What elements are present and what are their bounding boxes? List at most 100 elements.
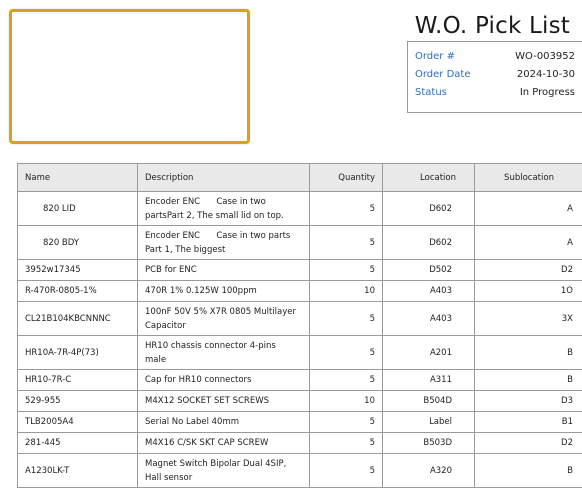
cell-name: A1230LK-T bbox=[17, 453, 138, 488]
cell-location: B503D bbox=[382, 432, 475, 454]
meta-value: WO-003952 bbox=[515, 51, 575, 62]
cell-description: 470R 1% 0.125W 100ppm bbox=[137, 280, 310, 302]
cell-name: TLB2005A4 bbox=[17, 411, 138, 433]
cell-name: CL21B104KBCNNNC bbox=[17, 301, 138, 336]
cell-sublocation: 1O bbox=[474, 280, 582, 302]
cell-quantity: 5 bbox=[309, 369, 383, 391]
column-header-sublocation: Sublocation bbox=[474, 163, 582, 192]
cell-name: HR10A-7R-4P(73) bbox=[17, 335, 138, 370]
description-line: Encoder ENC Case in two parts bbox=[145, 230, 291, 241]
meta-value: 2024-10-30 bbox=[516, 69, 575, 80]
table-row: TLB2005A4 Serial No Label 40mm 5 Label B1 bbox=[17, 411, 582, 433]
table-row: 820 LID Encoder ENC Case in two partsPart … bbox=[17, 191, 582, 226]
order-meta-box: Order # WO-003952 Order Date 2024-10-30 … bbox=[407, 41, 582, 113]
meta-row-status: Status In Progress bbox=[415, 84, 575, 102]
column-header-location: Location bbox=[382, 163, 475, 192]
cell-sublocation: D2 bbox=[474, 259, 582, 281]
meta-row-order-date: Order Date 2024-10-30 bbox=[415, 66, 575, 84]
cell-sublocation: B1 bbox=[474, 411, 582, 433]
cell-location: A311 bbox=[382, 369, 475, 391]
cell-quantity: 10 bbox=[309, 280, 383, 302]
cell-sublocation: 3X bbox=[474, 301, 582, 336]
cell-description: HR10 chassis connector 4-pins male bbox=[137, 335, 310, 370]
cell-location: Label bbox=[382, 411, 475, 433]
table-row: 820 BDY Encoder ENC Case in two parts Part… bbox=[17, 225, 582, 260]
meta-label: Status bbox=[415, 87, 447, 98]
description-line: PCB for ENC bbox=[145, 265, 197, 275]
description-line: partsPart 2, The small lid on top. bbox=[145, 210, 284, 221]
description-line: Magnet Switch Bipolar Dual 4SIP, bbox=[145, 458, 287, 469]
cell-description: Encoder ENC Case in two partsPart 2, The … bbox=[137, 191, 310, 226]
cell-name: HR10-7R-C bbox=[17, 369, 138, 391]
description-line: 470R 1% 0.125W 100ppm bbox=[145, 286, 257, 296]
cell-name: 820 LID bbox=[17, 191, 138, 226]
description-line: Cap for HR10 connectors bbox=[145, 375, 252, 385]
description-line: Encoder ENC Case in two bbox=[145, 196, 266, 207]
cell-sublocation: B bbox=[474, 369, 582, 391]
description-line: M4X12 SOCKET SET SCREWS bbox=[145, 396, 270, 406]
cell-description: 100nF 50V 5% X7R 0805 Multilayer Capacito… bbox=[137, 301, 310, 336]
description-line: M4X16 C/SK SKT CAP SCREW bbox=[145, 438, 269, 448]
cell-quantity: 5 bbox=[309, 432, 383, 454]
table-header-row: Name Description Quantity Location Sublo… bbox=[17, 163, 582, 192]
cell-description: PCB for ENC bbox=[137, 259, 310, 281]
cell-location: A403 bbox=[382, 280, 475, 302]
cell-description: Magnet Switch Bipolar Dual 4SIP, Hall sen… bbox=[137, 453, 310, 488]
description-line: Hall sensor bbox=[145, 472, 193, 483]
cell-location: D602 bbox=[382, 225, 475, 260]
cell-quantity: 5 bbox=[309, 411, 383, 433]
column-header-description: Description bbox=[137, 163, 310, 192]
cell-name: 820 BDY bbox=[17, 225, 138, 260]
cell-description: Encoder ENC Case in two parts Part 1, The… bbox=[137, 225, 310, 260]
logo-placeholder bbox=[9, 9, 250, 144]
description-line: Capacitor bbox=[145, 320, 186, 331]
column-header-quantity: Quantity bbox=[309, 163, 383, 192]
cell-quantity: 5 bbox=[309, 301, 383, 336]
table-row: 529-955 M4X12 SOCKET SET SCREWS 10 B504D D3 bbox=[17, 390, 582, 412]
cell-description: Serial No Label 40mm bbox=[137, 411, 310, 433]
cell-sublocation: B bbox=[474, 335, 582, 370]
cell-description: M4X16 C/SK SKT CAP SCREW bbox=[137, 432, 310, 454]
cell-description: M4X12 SOCKET SET SCREWS bbox=[137, 390, 310, 412]
table-row: 281-445 M4X16 C/SK SKT CAP SCREW 5 B503D D2 bbox=[17, 432, 582, 454]
meta-row-order-number: Order # WO-003952 bbox=[415, 48, 575, 66]
description-line: Part 1, The biggest bbox=[145, 244, 226, 255]
cell-name: 529-955 bbox=[17, 390, 138, 412]
cell-quantity: 10 bbox=[309, 390, 383, 412]
description-line: Serial No Label 40mm bbox=[145, 417, 240, 427]
table-row: A1230LK-T Magnet Switch Bipolar Dual 4SIP… bbox=[17, 453, 582, 488]
page-title: W.O. Pick List bbox=[414, 13, 570, 39]
cell-quantity: 5 bbox=[309, 335, 383, 370]
table-row: HR10A-7R-4P(73) HR10 chassis connector 4-… bbox=[17, 335, 582, 370]
cell-location: A403 bbox=[382, 301, 475, 336]
cell-name: 281-445 bbox=[17, 432, 138, 454]
description-line: HR10 chassis connector 4-pins bbox=[145, 340, 276, 351]
cell-sublocation: D3 bbox=[474, 390, 582, 412]
cell-quantity: 5 bbox=[309, 191, 383, 226]
cell-sublocation: D2 bbox=[474, 432, 582, 454]
pick-list-table: Name Description Quantity Location Sublo… bbox=[17, 163, 582, 488]
cell-location: D602 bbox=[382, 191, 475, 226]
cell-location: B504D bbox=[382, 390, 475, 412]
cell-description: Cap for HR10 connectors bbox=[137, 369, 310, 391]
meta-label: Order # bbox=[415, 51, 455, 62]
table-row: CL21B104KBCNNNC 100nF 50V 5% X7R 0805 Mul… bbox=[17, 301, 582, 336]
table-row: R-470R-0805-1% 470R 1% 0.125W 100ppm 10 A40… bbox=[17, 280, 582, 302]
cell-sublocation: B bbox=[474, 453, 582, 488]
description-line: male bbox=[145, 354, 167, 365]
cell-name: R-470R-0805-1% bbox=[17, 280, 138, 302]
cell-sublocation: A bbox=[474, 191, 582, 226]
cell-quantity: 5 bbox=[309, 453, 383, 488]
meta-label: Order Date bbox=[415, 69, 471, 80]
cell-quantity: 5 bbox=[309, 259, 383, 281]
cell-quantity: 5 bbox=[309, 225, 383, 260]
cell-location: A201 bbox=[382, 335, 475, 370]
table-row: 3952w17345 PCB for ENC 5 D502 D2 bbox=[17, 259, 582, 281]
cell-location: D502 bbox=[382, 259, 475, 281]
table-row: HR10-7R-C Cap for HR10 connectors 5 A311 B bbox=[17, 369, 582, 391]
cell-sublocation: A bbox=[474, 225, 582, 260]
meta-value: In Progress bbox=[519, 87, 575, 98]
cell-location: A320 bbox=[382, 453, 475, 488]
cell-name: 3952w17345 bbox=[17, 259, 138, 281]
description-line: 100nF 50V 5% X7R 0805 Multilayer bbox=[145, 306, 296, 317]
